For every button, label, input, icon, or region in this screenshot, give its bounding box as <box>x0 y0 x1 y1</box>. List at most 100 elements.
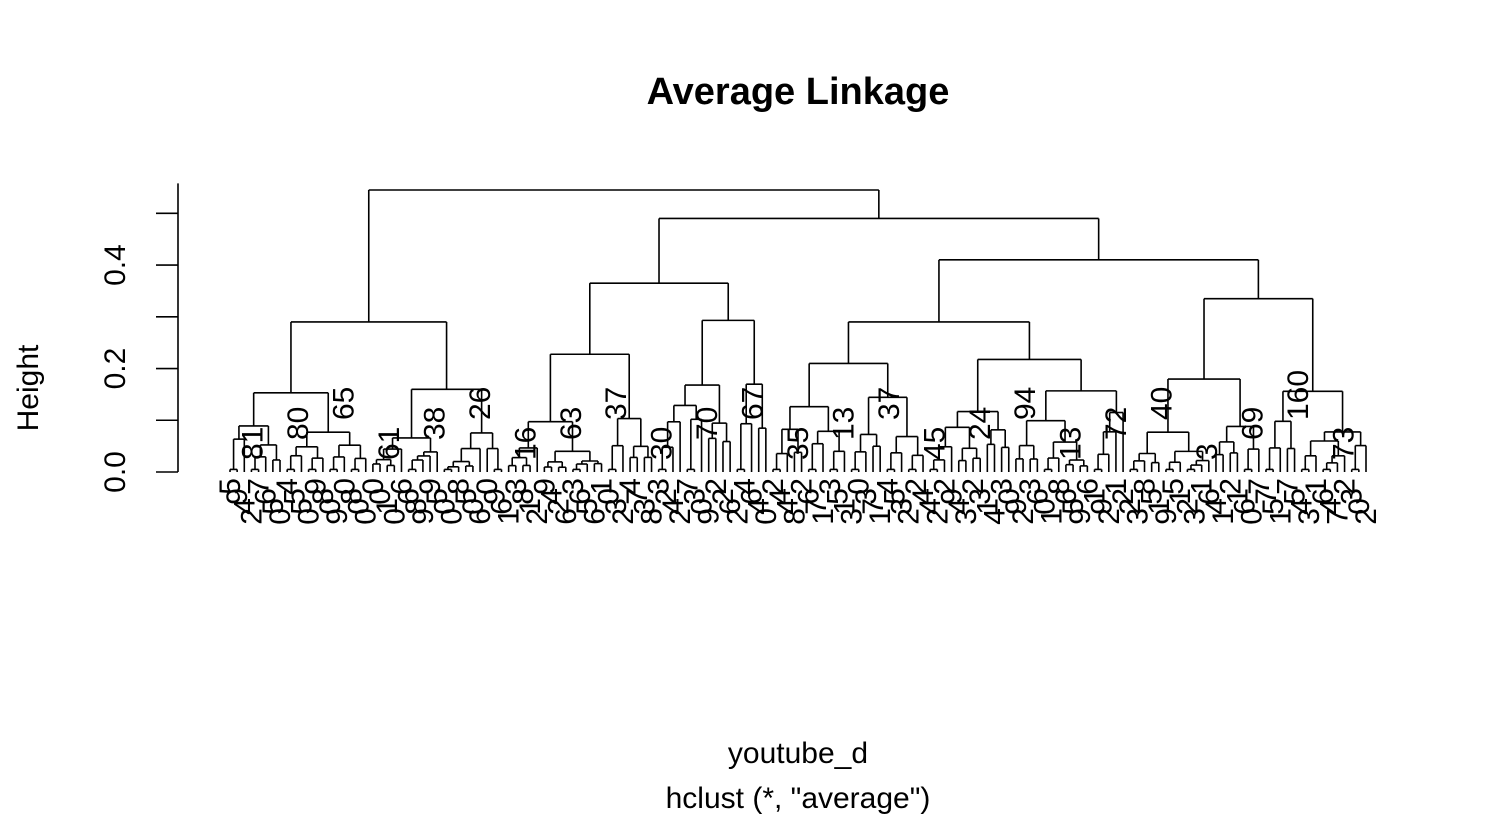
leaf-label: 4 <box>743 498 776 515</box>
leaf-label: 9 <box>221 488 254 505</box>
leaf-label: 5 <box>278 488 311 505</box>
leaf-label: 1 <box>864 508 897 525</box>
leaf-label: 4 <box>943 498 976 515</box>
leaf-label: 1 <box>493 508 526 525</box>
leaf-annotation: 37 <box>600 387 633 420</box>
leaf-annotation: 30 <box>646 427 679 460</box>
leaf-label: 2 <box>928 478 961 495</box>
leaf-label: 1 <box>807 508 840 525</box>
leaf-label: 8 <box>400 498 433 515</box>
leaf-label: 2 <box>664 508 697 525</box>
leaf-label: 6 <box>1071 478 1104 495</box>
leaf-label: 0 <box>357 478 390 495</box>
leaf-label: 2 <box>235 508 268 525</box>
leaf-label: 1 <box>1036 508 1069 525</box>
leaf-label: 0 <box>457 498 490 515</box>
leaf-label: 2 <box>1171 498 1204 515</box>
leaf-label: 9 <box>936 488 969 505</box>
leaf-label: 2 <box>757 478 790 495</box>
leaf-annotation: 94 <box>1009 387 1042 420</box>
leaf-label: 7 <box>1250 488 1283 505</box>
leaf-label: 4 <box>978 508 1011 525</box>
leaf-label: 0 <box>428 498 461 515</box>
leaf-annotation: 40 <box>1146 387 1179 420</box>
dendrogram-branches <box>229 189 1367 472</box>
leaf-label: 0 <box>1028 498 1061 515</box>
leaf-annotation: 70 <box>691 407 724 440</box>
leaf-label: 2 <box>1350 508 1383 525</box>
leaf-annotation: 35 <box>782 427 815 460</box>
leaf-label: 6 <box>385 478 418 495</box>
leaf-label: 9 <box>1000 498 1033 515</box>
leaf-label: 9 <box>1086 498 1119 515</box>
leaf-label: 1 <box>1264 508 1297 525</box>
leaf-label: 6 <box>793 488 826 505</box>
leaf-annotation: 160 <box>1282 370 1315 420</box>
leaf-label: 3 <box>850 488 883 505</box>
leaf-annotation: 45 <box>918 427 951 460</box>
leaf-label: 5 <box>1157 478 1190 495</box>
leaf-label: 7 <box>671 478 704 495</box>
leaf-label: 9 <box>414 478 447 495</box>
leaf-annotation: 3 <box>1191 443 1224 460</box>
leaf-label: 5 <box>1279 488 1312 505</box>
leaf-label: 9 <box>528 478 561 495</box>
leaf-label: 6 <box>250 488 283 505</box>
leaf-annotation: 37 <box>873 387 906 420</box>
x-axis-label: youtube_d <box>728 737 868 770</box>
leaf-label: 3 <box>1179 508 1212 525</box>
subtitle: hclust (*, "average") <box>666 782 931 815</box>
leaf-label: 1 <box>1207 508 1240 525</box>
leaf-label: 8 <box>307 488 340 505</box>
leaf-label: 3 <box>628 498 661 515</box>
leaf-label: 6 <box>714 498 747 515</box>
leaf-annotation: 69 <box>1236 407 1269 440</box>
leaf-label: 2 <box>900 478 933 495</box>
leaf-label: 8 <box>1129 478 1162 495</box>
leaf-label: 9 <box>693 508 726 525</box>
leaf-label: 7 <box>1271 478 1304 495</box>
leaf-label: 9 <box>407 508 440 525</box>
leaf-label: 5 <box>214 478 247 495</box>
leaf-label: 2 <box>921 508 954 525</box>
leaf-annotation: 73 <box>1327 427 1360 460</box>
leaf-label: 2 <box>1107 488 1140 505</box>
leaf-label: 4 <box>871 478 904 495</box>
leaf-label: 3 <box>1014 478 1047 495</box>
leaf-label: 9 <box>1064 508 1097 525</box>
leaf-label: 9 <box>300 478 333 495</box>
leaf-label: 2 <box>1093 508 1126 525</box>
leaf-label: 0 <box>1343 498 1376 515</box>
leaf-annotation: 63 <box>555 407 588 440</box>
leaf-label: 2 <box>1007 508 1040 525</box>
leaf-label: 3 <box>678 488 711 505</box>
leaf-label: 7 <box>857 498 890 515</box>
leaf-label: 3 <box>1336 488 1369 505</box>
leaf-label: 3 <box>950 508 983 525</box>
leaf-label: 1 <box>1186 478 1219 495</box>
leaf-label: 7 <box>243 478 276 495</box>
leaf-label: 1 <box>1143 498 1176 515</box>
leaf-label: 2 <box>521 508 554 525</box>
leaf-label: 0 <box>993 488 1026 505</box>
leaf-annotation: 61 <box>373 427 406 460</box>
leaf-labels: 5942765045509809080000106689950085060961… <box>214 478 1383 525</box>
leaf-label: 3 <box>1293 508 1326 525</box>
leaf-label: 9 <box>321 508 354 525</box>
leaf-annotation: 13 <box>827 407 860 440</box>
leaf-label: 2 <box>957 478 990 495</box>
leaf-label: 1 <box>1079 488 1112 505</box>
leaf-label: 1 <box>1164 488 1197 505</box>
leaf-label: 0 <box>343 498 376 515</box>
leaf-label: 4 <box>1286 498 1319 515</box>
leaf-annotation: 38 <box>418 407 451 440</box>
leaf-label: 0 <box>314 498 347 515</box>
leaf-label: 0 <box>593 488 626 505</box>
leaf-label: 4 <box>614 478 647 495</box>
leaf-label: 1 <box>371 498 404 515</box>
y-tick-label: 0.4 <box>99 244 132 286</box>
y-axis: 0.0 0.2 0.4 <box>99 183 179 493</box>
leaf-label: 5 <box>285 498 318 515</box>
leaf-annotation: 81 <box>237 427 270 460</box>
